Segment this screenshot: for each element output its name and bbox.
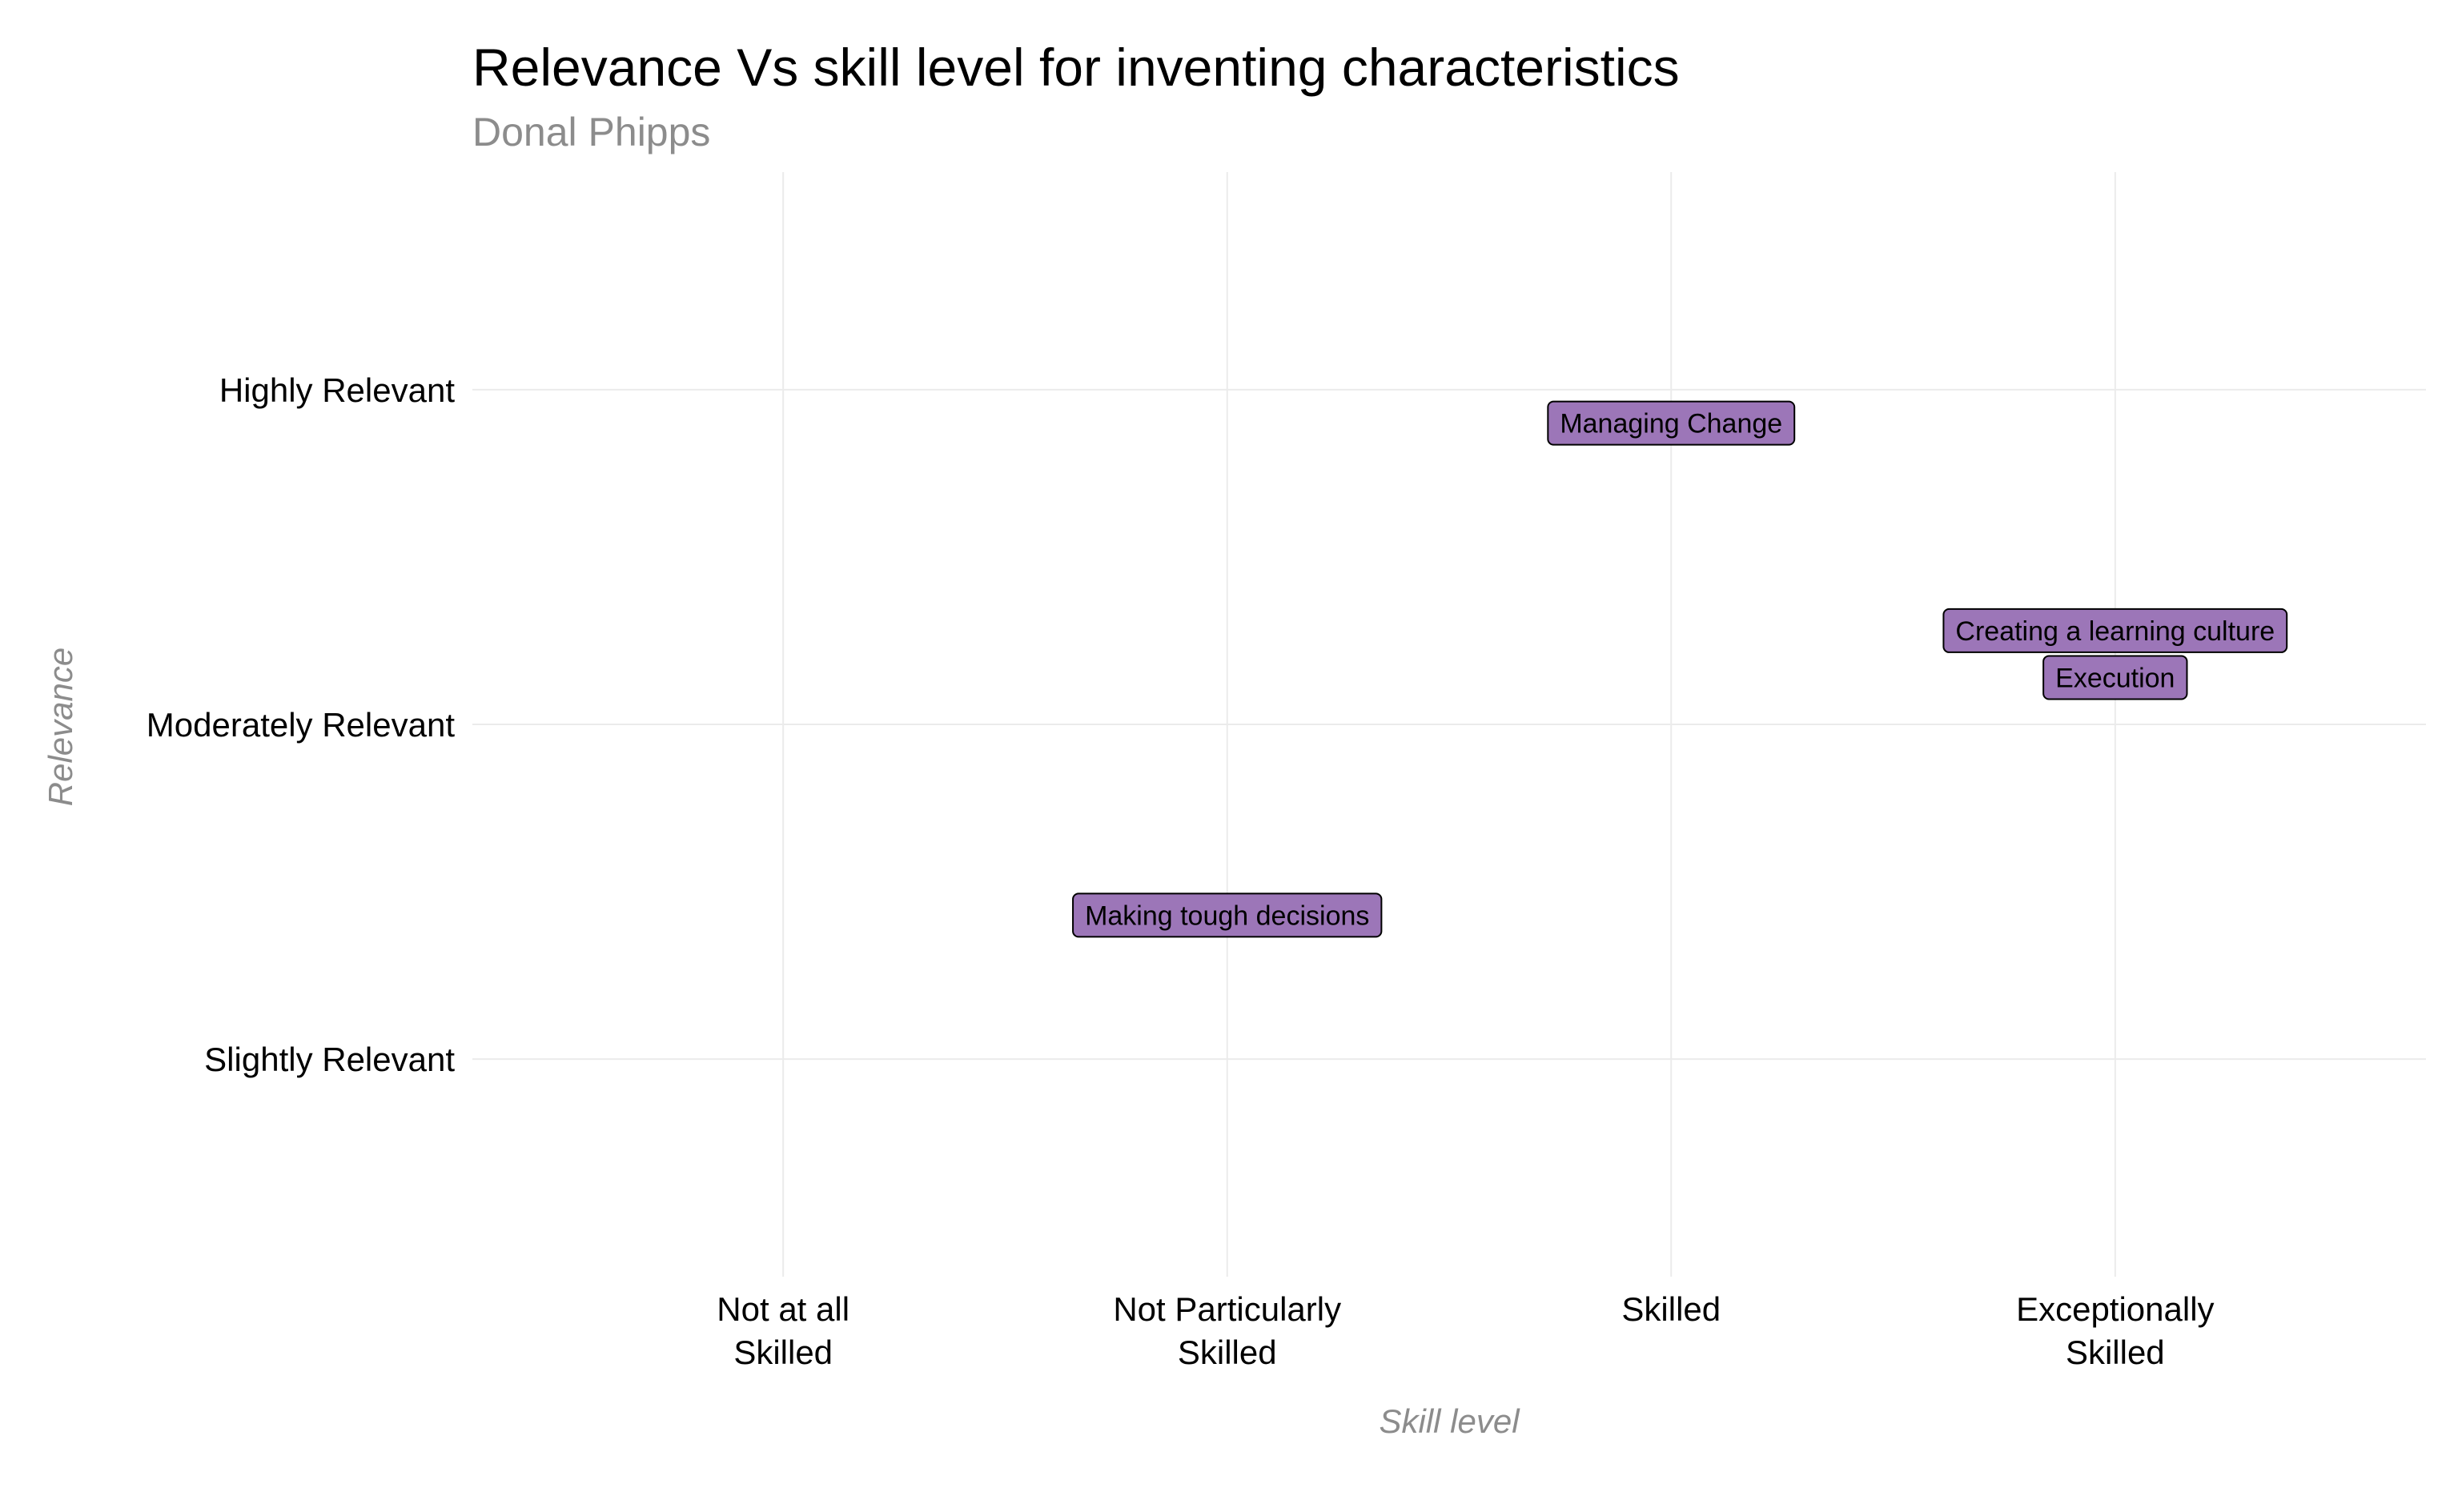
y-tick-label: Highly Relevant bbox=[219, 371, 455, 409]
label-text: Creating a learning culture bbox=[1955, 616, 2275, 647]
chart-title: Relevance Vs skill level for inventing c… bbox=[472, 38, 1680, 97]
label-text: Execution bbox=[2055, 663, 2175, 693]
chart-subtitle: Donal Phipps bbox=[472, 110, 710, 154]
point-label: Making tough decisions bbox=[1072, 892, 1383, 938]
x-axis-title: Skill level bbox=[1379, 1402, 1520, 1440]
label-box bbox=[1072, 892, 1383, 938]
y-axis-ticks: Slightly Relevant Moderately Relevant High… bbox=[147, 371, 456, 1078]
label-box bbox=[2042, 655, 2188, 700]
y-tick-label: Slightly Relevant bbox=[204, 1041, 455, 1078]
x-tick-label: Skilled bbox=[1621, 1290, 1721, 1328]
point-label: Creating a learning culture bbox=[1942, 608, 2288, 653]
x-tick-label: Exceptionally Skilled bbox=[2016, 1290, 2214, 1371]
label-text: Making tough decisions bbox=[1085, 900, 1369, 931]
point-label: Managing Change bbox=[1547, 400, 1796, 446]
y-tick-label: Moderately Relevant bbox=[147, 706, 456, 744]
point-labels: Managing Change Creating a learning cultu… bbox=[1072, 400, 2288, 938]
point-label: Execution bbox=[2042, 655, 2188, 700]
x-tick-label: Not Particularly Skilled bbox=[1113, 1290, 1341, 1371]
label-text: Managing Change bbox=[1560, 409, 1782, 439]
label-box bbox=[1547, 400, 1796, 446]
label-box bbox=[1942, 608, 2288, 653]
x-tick-label: Not at all Skilled bbox=[717, 1290, 849, 1371]
x-axis-ticks: Not at all Skilled Not Particularly Skilled… bbox=[717, 1290, 2214, 1371]
gridlines bbox=[472, 172, 2426, 1277]
y-axis-title: Relevance bbox=[42, 648, 79, 806]
